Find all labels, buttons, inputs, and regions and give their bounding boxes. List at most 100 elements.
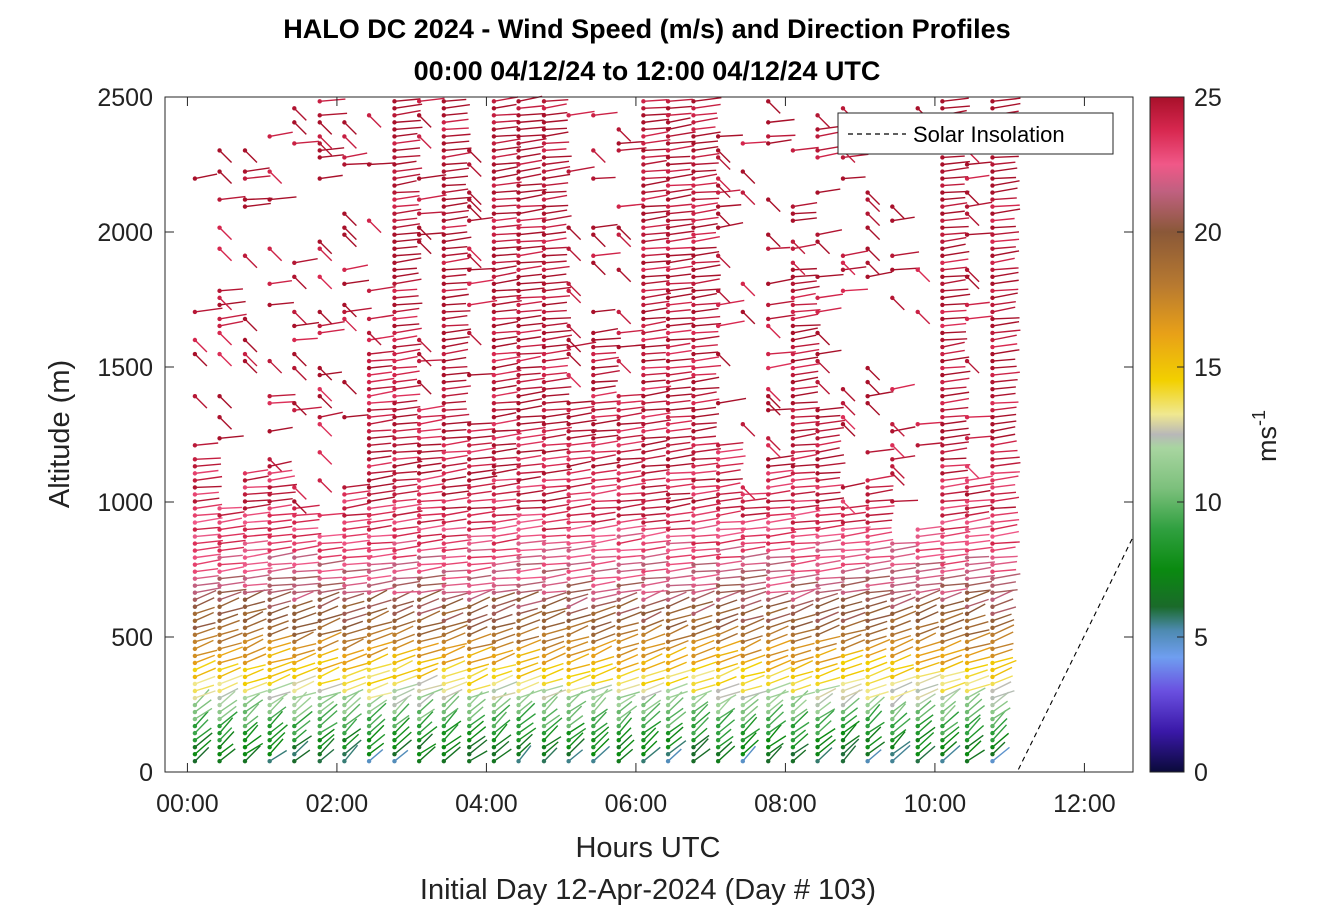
wind-barb [467, 690, 490, 701]
wind-barb-dot [740, 716, 746, 722]
wind-barb-shaft [717, 590, 742, 601]
wind-barb [366, 461, 392, 469]
wind-barb-shaft [643, 237, 670, 243]
wind-barb-dot [616, 422, 621, 427]
wind-barb [292, 575, 321, 581]
wind-barb-shaft [518, 499, 544, 503]
wind-barb [541, 590, 567, 595]
wind-barb-shaft [394, 517, 422, 524]
wind-barb [242, 358, 258, 374]
wind-barb [616, 400, 644, 406]
wind-barb [566, 419, 597, 427]
wind-barb-dot [292, 625, 297, 631]
wind-barb [591, 461, 620, 469]
wind-barb-dot [665, 281, 671, 287]
wind-barb-shaft [742, 716, 758, 734]
wind-barb-shaft [667, 117, 691, 124]
wind-barb-shaft [718, 560, 743, 566]
wind-barb-dot [665, 197, 671, 202]
wind-barb [366, 675, 393, 687]
wind-barb-dot [292, 681, 297, 687]
wind-barb [366, 541, 395, 546]
wind-barb-shaft [443, 302, 467, 306]
wind-barb [392, 620, 416, 631]
wind-barb-dot [665, 737, 671, 743]
wind-barb-dot [616, 576, 621, 581]
wind-barb-shaft [543, 581, 568, 587]
wind-barb-dot [591, 393, 596, 399]
wind-barb-dot [541, 358, 547, 364]
wind-barb-dot [392, 590, 397, 595]
wind-barb-dot [665, 351, 671, 357]
wind-barb-dot [467, 478, 472, 483]
wind-barb-shaft [293, 367, 307, 381]
wind-barb-shaft [518, 513, 545, 517]
wind-barb-dot [441, 660, 447, 666]
wind-barb [317, 710, 338, 729]
wind-barb [366, 647, 389, 659]
wind-barb-shaft [642, 693, 657, 706]
wind-barb [665, 605, 692, 616]
wind-barb-shaft [742, 713, 757, 727]
wind-barb-dot [292, 583, 297, 588]
wind-barb [665, 748, 682, 764]
wind-barb [641, 169, 671, 174]
wind-barb [292, 337, 318, 343]
wind-barb-dot [665, 372, 671, 378]
wind-barb-dot [392, 744, 397, 750]
wind-barb [516, 119, 544, 125]
wind-barb-shaft [568, 325, 582, 339]
wind-barb-shaft [768, 482, 793, 489]
wind-barb-shaft [543, 433, 567, 439]
wind-barb-shaft [394, 278, 422, 285]
wind-barb-dot [691, 450, 696, 455]
wind-barb-dot [616, 541, 621, 546]
wind-barb-shaft [643, 720, 662, 734]
wind-barb-shaft [568, 607, 589, 615]
wind-barb-shaft [394, 288, 418, 292]
wind-barb-shaft [742, 732, 757, 748]
wind-barb [766, 682, 791, 694]
wind-barb-shaft [618, 611, 642, 622]
wind-barb [366, 574, 392, 581]
wind-barb [192, 533, 221, 539]
wind-barb-dot [665, 330, 671, 336]
wind-barb-shaft [469, 574, 492, 580]
wind-barb [541, 478, 568, 483]
wind-barb-dot [766, 646, 771, 652]
wind-barb [740, 654, 766, 666]
wind-barb-dot [616, 759, 621, 764]
wind-barb-dot [591, 225, 596, 230]
wind-barb-shaft [718, 510, 742, 517]
wind-barb [641, 484, 667, 490]
wind-barb-shaft [319, 328, 345, 334]
wind-barb-dot [691, 190, 696, 195]
wind-barb-dot [441, 211, 447, 216]
wind-barb-dot [665, 667, 671, 673]
wind-barb-dot [516, 197, 521, 202]
wind-barb [740, 661, 763, 673]
wind-barb [591, 252, 621, 258]
wind-barb-shaft [443, 385, 471, 390]
wind-barb-dot [491, 365, 497, 371]
wind-barb-dot [516, 492, 521, 497]
wind-barb-dot [591, 548, 596, 553]
wind-barb-shaft [344, 627, 368, 636]
wind-barb-dot [441, 330, 447, 336]
wind-barb [616, 705, 638, 722]
wind-barb [491, 265, 517, 272]
wind-barb-shaft [568, 433, 597, 439]
wind-barb-dot [616, 485, 621, 490]
wind-barb [366, 442, 392, 448]
wind-barb-dot [467, 639, 472, 645]
wind-barb-dot [467, 541, 472, 546]
wind-barb-shaft [693, 288, 721, 292]
wind-barb-shaft [568, 524, 593, 531]
wind-barb-dot [541, 386, 547, 392]
wind-barb [267, 576, 296, 581]
wind-barb [516, 626, 539, 638]
wind-barb-shaft [219, 149, 233, 163]
wind-barb [616, 606, 640, 616]
wind-barb-shaft [718, 462, 744, 468]
wind-barb [441, 408, 467, 413]
